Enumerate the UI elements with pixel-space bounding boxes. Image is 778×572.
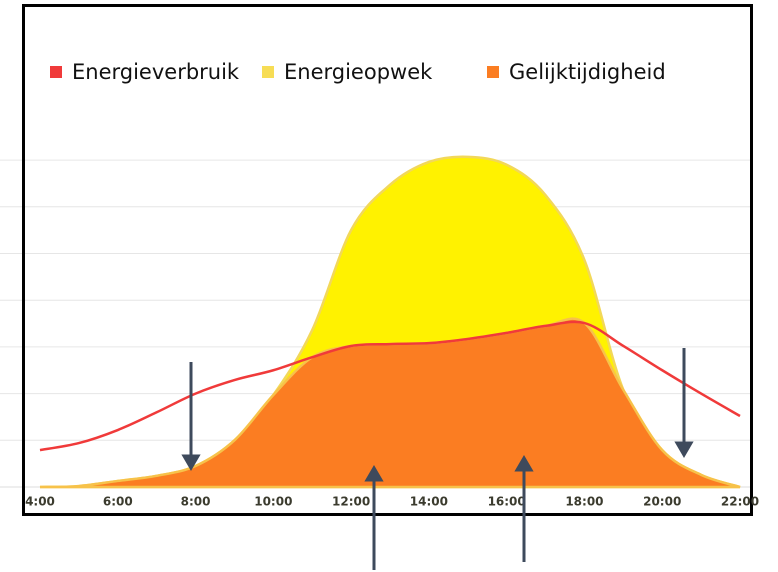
legend-label: Energieopwek [284,60,433,84]
x-tick-label: 18:00 [565,495,603,509]
legend-label: Gelijktijdigheid [509,60,666,84]
arrow-head [514,455,534,472]
frame [22,4,753,516]
legend-swatch [50,66,62,78]
x-tick-label: 22:00 [721,495,759,509]
x-tick-label: 10:00 [254,495,292,509]
legend: Energieverbruik Energieopwek Gelijktijdigh… [50,60,666,84]
arrow-head [364,465,384,482]
x-tick-label: 14:00 [410,495,448,509]
arrows [181,348,694,570]
arrow-head [674,441,694,458]
x-tick-label: 20:00 [643,495,681,509]
x-tick-label: 12:00 [332,495,370,509]
x-tick-label: 6:00 [103,495,133,509]
arrow-head [181,454,201,471]
x-axis: 4:00 6:00 8:00 10:00 12:00 14:00 16:00 18:00 20:… [25,495,759,509]
x-tick-label: 16:00 [488,495,526,509]
legend-label: Energieverbruik [72,60,240,84]
line [39,320,741,452]
x-tick-label: 4:00 [25,495,55,509]
plot [39,155,741,489]
x-tick-label: 8:00 [181,495,211,509]
legend-swatch [487,66,499,78]
legend-swatch [262,66,274,78]
